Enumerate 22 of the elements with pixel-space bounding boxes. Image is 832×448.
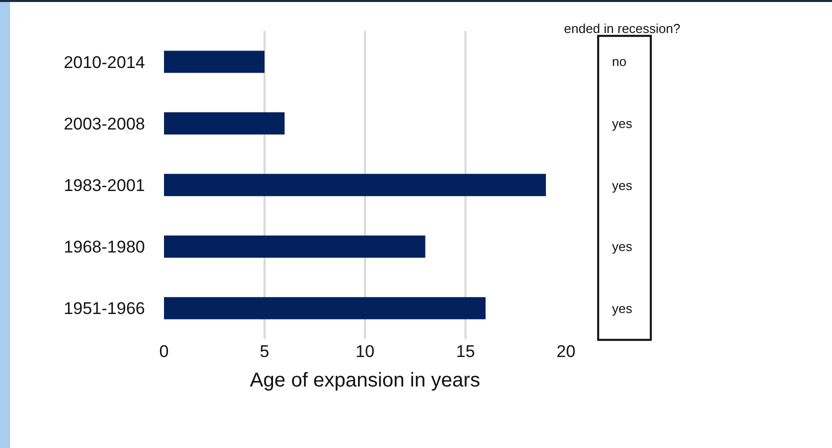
x-tick-label: 15: [456, 342, 475, 361]
bar: [164, 112, 285, 134]
y-tick-label: 1951-1966: [64, 299, 145, 318]
y-tick-label: 1983-2001: [64, 176, 145, 195]
bar: [164, 236, 426, 258]
x-tick-label: 5: [260, 342, 270, 361]
x-axis-title: Age of expansion in years: [250, 370, 480, 392]
bar: [164, 297, 486, 320]
text: yes: [612, 116, 633, 131]
x-tick-label: 0: [159, 342, 169, 361]
annotation: ended in recession?: [564, 21, 680, 36]
text: yes: [612, 239, 633, 254]
x-tick-label: 10: [356, 342, 374, 361]
bar: [164, 174, 546, 196]
text: yes: [612, 301, 633, 316]
text: no: [612, 54, 626, 69]
y-tick-label: 2010-2014: [64, 52, 145, 72]
bar: [164, 50, 264, 73]
y-tick-label: 2003-2008: [64, 114, 145, 134]
text: yes: [612, 178, 633, 193]
x-tick-label: 20: [556, 342, 576, 361]
y-tick-label: 1968-1980: [64, 238, 145, 257]
